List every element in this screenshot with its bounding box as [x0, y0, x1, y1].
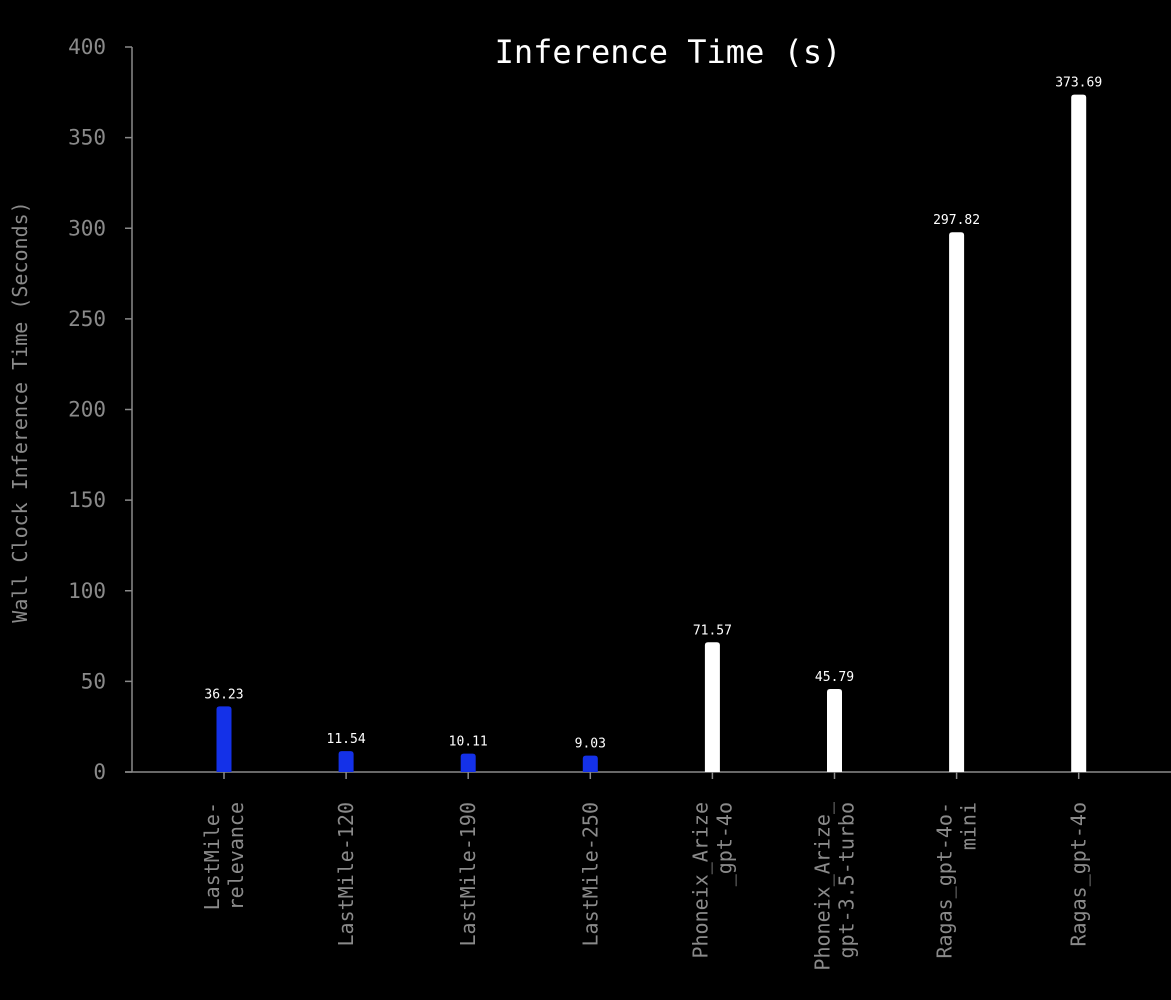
bar — [582, 755, 598, 772]
x-axis-tick-labels: LastMile-relevance LastMile-120 LastMile-1… — [200, 772, 1091, 971]
y-tick-label: 400 — [68, 35, 106, 59]
x-category-label-line: mini — [957, 802, 981, 850]
y-tick-label: 200 — [68, 398, 106, 422]
bar-series — [216, 94, 1087, 773]
x-category-label-line: Ragas_gpt-4o- — [933, 802, 957, 959]
bar — [949, 232, 965, 773]
x-category-label: Ragas_gpt-4o — [1067, 802, 1091, 947]
y-tick-label: 250 — [68, 307, 106, 331]
y-tick-label: 350 — [68, 126, 106, 150]
x-category-label-line: LastMile-250 — [578, 802, 602, 947]
bar-value-label: 71.57 — [693, 623, 732, 638]
bar-value-label: 9.03 — [575, 737, 606, 752]
y-tick-label: 100 — [68, 579, 106, 603]
y-axis-label: Wall Clock Inference Time (Seconds) — [8, 201, 32, 622]
bar — [827, 689, 842, 772]
x-category-label-line: gpt-3.5-turbo — [835, 802, 859, 959]
x-category-label: LastMile-190 — [456, 802, 480, 947]
x-category-label: LastMile-relevance — [200, 802, 248, 910]
bar-value-label: 11.54 — [327, 732, 366, 747]
x-category-label-line: LastMile-120 — [334, 802, 358, 947]
y-axis-ticks: 0 50 100 150 200 250 300 350 400 — [68, 35, 132, 784]
y-tick-label: 150 — [68, 488, 106, 512]
bar — [216, 706, 232, 772]
bar — [338, 751, 354, 772]
bar — [460, 753, 476, 772]
x-category-label: LastMile-120 — [334, 802, 358, 947]
bar-value-label: 10.11 — [449, 735, 488, 750]
x-category-label: Phoneix_Arize_gpt-4o — [688, 802, 736, 959]
bar-value-label: 36.23 — [204, 687, 243, 702]
x-category-label-line: relevance — [224, 802, 248, 910]
bar-value-label: 373.69 — [1055, 76, 1102, 91]
x-category-label: Phoneix_Arize_gpt-3.5-turbo — [811, 801, 859, 971]
y-tick-label: 50 — [81, 669, 106, 693]
bar — [704, 642, 720, 772]
bar — [1071, 94, 1087, 772]
bar-value-label: 297.82 — [933, 213, 980, 228]
x-category-label: Ragas_gpt-4o-mini — [933, 802, 981, 959]
y-tick-label: 0 — [93, 760, 106, 784]
x-category-label: LastMile-250 — [578, 802, 602, 947]
bar-value-label: 45.79 — [815, 670, 854, 685]
bar-value-labels: 36.23 11.54 10.11 9.03 71.57 45.79 297.82 373.6… — [204, 76, 1102, 752]
chart-title: Inference Time (s) — [495, 33, 842, 71]
x-category-label-line: LastMile-190 — [456, 802, 480, 947]
y-tick-label: 300 — [68, 216, 106, 240]
x-category-label-line: _gpt-4o — [712, 802, 736, 886]
x-category-label-line: LastMile- — [200, 802, 224, 910]
x-category-label-line: Ragas_gpt-4o — [1067, 802, 1091, 947]
x-category-label-line: Phoneix_Arize — [688, 802, 712, 959]
x-category-label-line: Phoneix_Arize_ — [811, 801, 835, 971]
